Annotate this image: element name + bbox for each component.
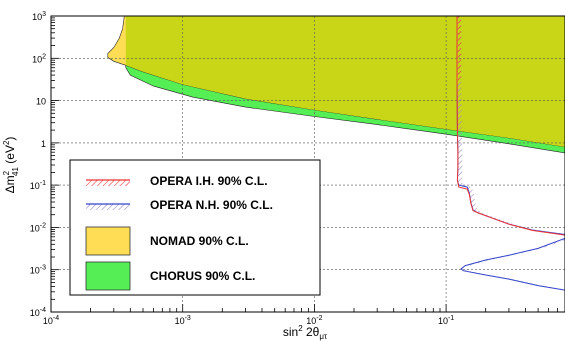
y-tick-label: 10 — [36, 97, 46, 107]
legend-swatch-opera-nh — [86, 204, 130, 210]
y-tick-label: 103 — [32, 11, 46, 22]
legend-item-chorus: CHORUS 90% C.L. — [85, 261, 255, 291]
legend-item-nomad: NOMAD 90% C.L. — [85, 226, 249, 256]
y-tick-label: 1 — [41, 139, 46, 149]
y-tick-label: 102 — [32, 53, 46, 64]
opera-ih-hatch — [457, 16, 462, 81]
legend-label-opera-ih: OPERA I.H. 90% C.L. — [150, 174, 268, 188]
y-tick-label: 10-3 — [30, 265, 46, 276]
x-tick-label: 10-2 — [306, 315, 322, 326]
x-tick-label: 10-4 — [43, 315, 59, 326]
overlap-region — [125, 16, 565, 147]
y-axis-title: Δm241 (eV2) — [2, 137, 20, 194]
opera-contours — [456, 16, 565, 291]
legend-swatch-opera-ih — [86, 180, 130, 186]
y-tick-label: 10-2 — [30, 222, 46, 233]
legend-item-opera-ih: OPERA I.H. 90% C.L. — [86, 174, 268, 188]
legend-label-opera-nh: OPERA N.H. 90% C.L. — [150, 198, 273, 212]
axis-ticks — [50, 15, 565, 313]
x-tick-label: 10-1 — [438, 315, 454, 326]
y-tick-label: 10-1 — [30, 180, 46, 191]
x-tick-label: 10-3 — [175, 315, 191, 326]
plot-regions — [107, 16, 565, 154]
legend-label-nomad: NOMAD 90% C.L. — [150, 234, 249, 248]
x-axis-title: sin2 2θμτ — [283, 324, 328, 341]
legend-item-opera-nh: OPERA N.H. 90% C.L. — [86, 198, 273, 212]
legend-swatch-nomad — [85, 226, 131, 256]
opera-ih-contour — [456, 16, 565, 236]
y-tick-label: 10-4 — [30, 307, 46, 318]
legend: OPERA I.H. 90% C.L. OPERA N.H. 90% C.L. … — [69, 159, 321, 296]
opera-nh-lobe-contour — [460, 237, 565, 291]
legend-swatch-chorus — [85, 261, 131, 291]
tick-labels: 10-4 10-3 10-2 10-1 10-4 10-3 10-2 10-1 1 10 102 10… — [30, 11, 455, 326]
legend-label-chorus: CHORUS 90% C.L. — [150, 269, 255, 283]
